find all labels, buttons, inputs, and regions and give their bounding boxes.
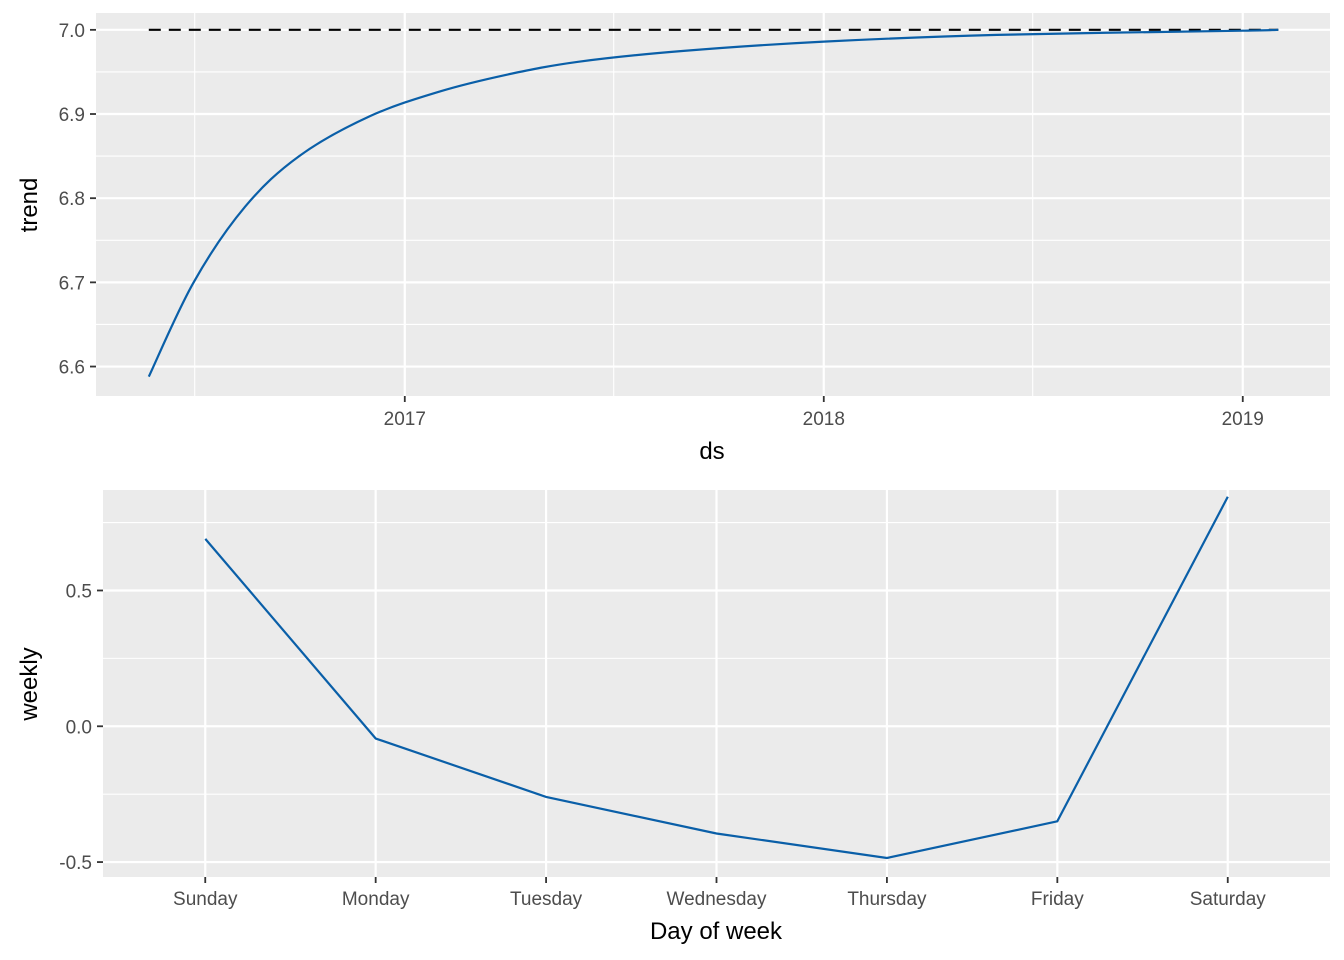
trend-x-ticks: 2017 2018 2019 xyxy=(384,396,1264,430)
weekly-x-tick-label: Friday xyxy=(1031,889,1084,910)
trend-x-tick-label: 2017 xyxy=(384,409,426,430)
weekly-y-tick-label: -0.5 xyxy=(59,853,92,874)
trend-y-tick-label: 6.9 xyxy=(59,105,85,126)
weekly-y-tick-label: 0.0 xyxy=(66,717,92,738)
weekly-line xyxy=(204,496,1229,860)
trend-y-tick-label: 6.6 xyxy=(59,358,85,379)
weekly-x-tick-label: Thursday xyxy=(847,889,927,910)
trend-plot-background xyxy=(96,13,1330,396)
weekly-x-tick-label: Tuesday xyxy=(510,889,583,910)
trend-x-axis-title: ds xyxy=(699,438,724,465)
trend-major-grid xyxy=(96,13,1330,396)
weekly-y-ticks: -0.5 0.0 0.5 xyxy=(59,581,103,874)
trend-minor-grid xyxy=(96,13,1330,396)
weekly-y-axis-title: weekly xyxy=(16,647,43,721)
weekly-y-tick-label: 0.5 xyxy=(66,581,92,602)
weekly-major-grid xyxy=(103,490,1330,877)
trend-panel: 6.6 6.7 6.8 6.9 7.0 2017 2018 2019 ds trend xyxy=(16,13,1330,465)
trend-y-tick-label: 7.0 xyxy=(59,21,85,42)
trend-line xyxy=(147,28,1279,378)
weekly-x-tick-label: Saturday xyxy=(1190,889,1267,910)
weekly-x-ticks: Sunday Monday Tuesday Wednesday Thursday Frid… xyxy=(173,877,1266,910)
trend-y-tick-label: 6.7 xyxy=(59,273,85,294)
trend-y-tick-label: 6.8 xyxy=(59,189,85,210)
trend-y-ticks: 6.6 6.7 6.8 6.9 7.0 xyxy=(59,21,96,379)
weekly-x-axis-title: Day of week xyxy=(650,918,783,945)
trend-y-axis-title: trend xyxy=(16,178,43,233)
trend-x-tick-label: 2018 xyxy=(803,409,845,430)
weekly-x-tick-label: Wednesday xyxy=(667,889,767,910)
weekly-x-tick-label: Monday xyxy=(342,889,410,910)
weekly-panel: -0.5 0.0 0.5 Sunday Monday Tuesday Wednesday T… xyxy=(16,490,1330,945)
weekly-x-tick-label: Sunday xyxy=(173,889,238,910)
trend-x-tick-label: 2019 xyxy=(1222,409,1264,430)
